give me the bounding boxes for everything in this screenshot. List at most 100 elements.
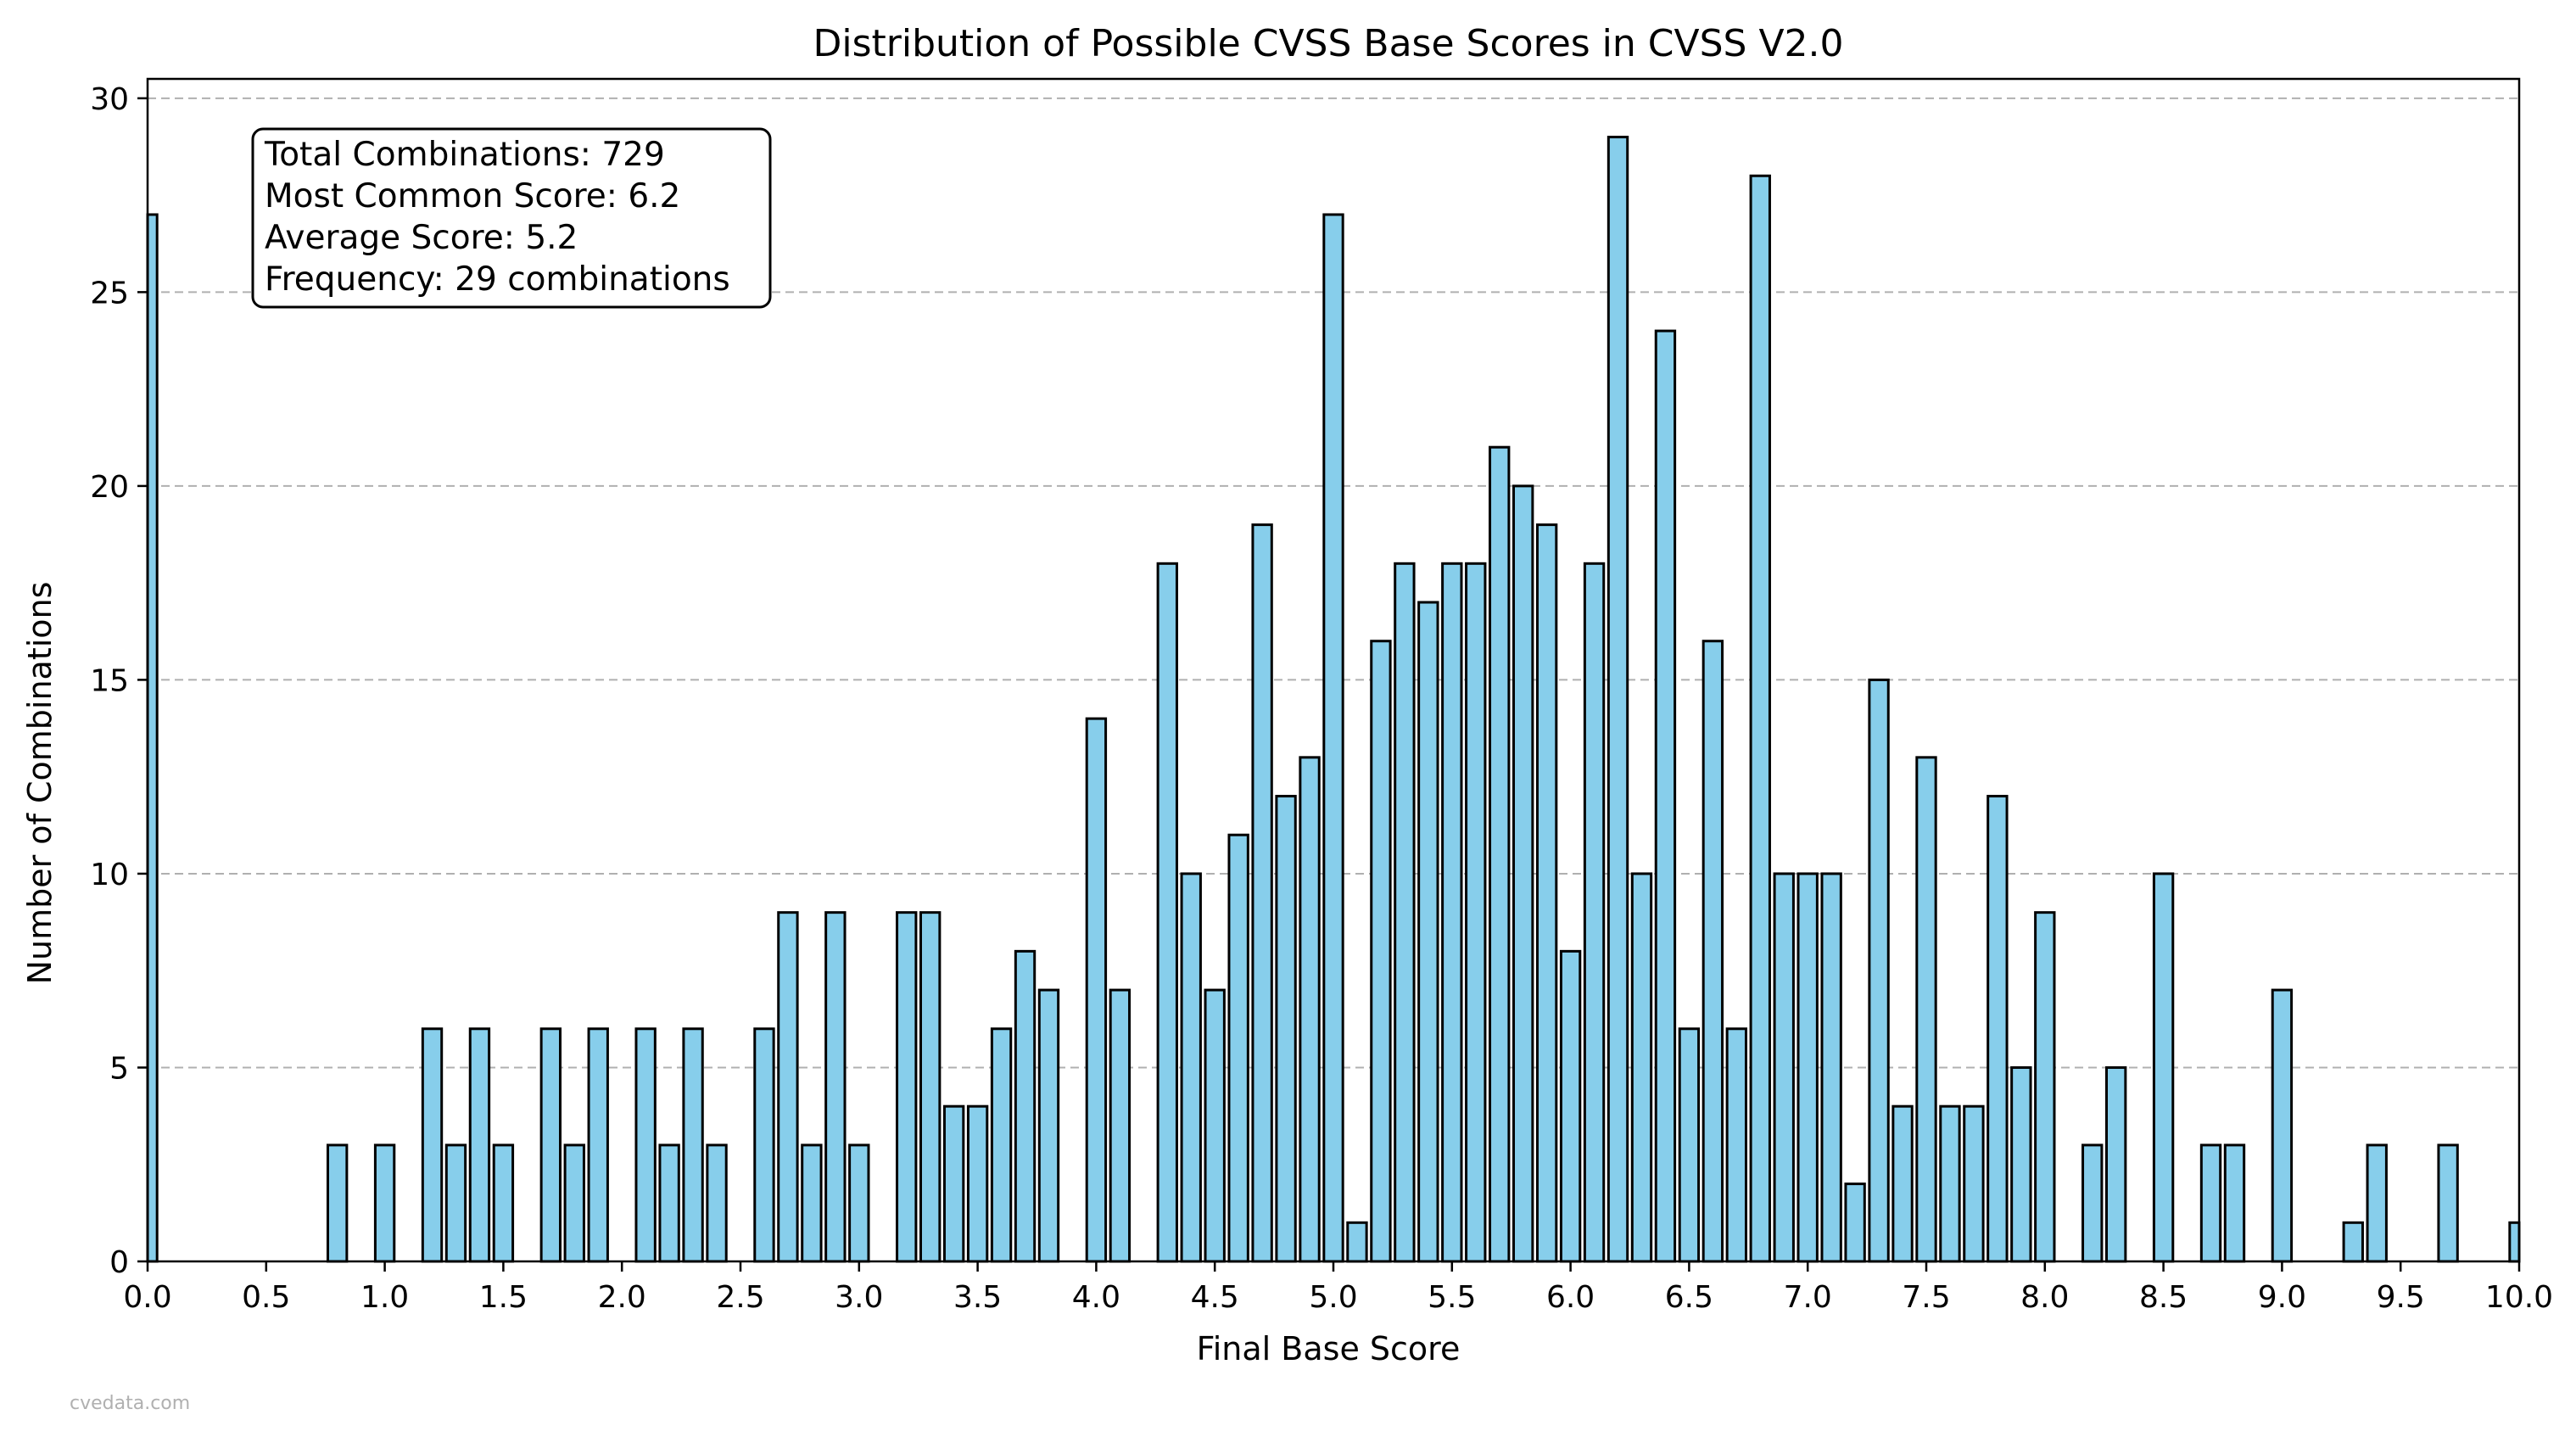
bar — [1749, 174, 1771, 1263]
x-tick-label: 4.0 — [1072, 1280, 1120, 1315]
x-tick-label: 8.0 — [2020, 1280, 2069, 1315]
stats-annotation-box: Total Combinations: 729 Most Common Scor… — [251, 127, 772, 309]
bar — [990, 1027, 1013, 1263]
x-tick-label: 4.5 — [1191, 1280, 1239, 1315]
bar — [896, 911, 918, 1263]
bar — [1559, 949, 1582, 1263]
x-tick-label: 3.5 — [953, 1280, 1002, 1315]
bar — [326, 1143, 349, 1263]
bar — [1441, 562, 1463, 1263]
bar — [1915, 756, 1937, 1263]
bar — [1654, 329, 1677, 1263]
x-tick-label: 6.0 — [1546, 1280, 1595, 1315]
y-tick-label: 5 — [109, 1051, 129, 1086]
bar — [587, 1027, 609, 1263]
watermark: cvedata.com — [70, 1393, 190, 1414]
bar — [966, 1104, 989, 1263]
x-axis-ticks: 0.0 0.5 1.0 1.5 2.0 2.5 3.0 3.5 4.0 4.5 5.0 5.5 6.0 6… — [123, 1261, 2553, 1315]
bar — [1512, 484, 1534, 1263]
bar — [1607, 136, 1629, 1263]
x-tick-label: 8.5 — [2139, 1280, 2188, 1315]
x-tick-label: 10.0 — [2485, 1280, 2553, 1315]
y-axis-ticks: 0 5 10 15 20 25 30 — [90, 82, 148, 1280]
bar — [1583, 562, 1606, 1263]
bar — [563, 1143, 585, 1263]
x-tick-label: 9.0 — [2258, 1280, 2306, 1315]
bar — [2081, 1143, 2104, 1263]
bar — [1678, 1027, 1701, 1263]
bar — [1275, 795, 1297, 1263]
bar — [1489, 445, 1511, 1263]
bar — [942, 1104, 965, 1263]
stat-frequency: Frequency: 29 combinations — [265, 260, 730, 299]
x-tick-label: 9.5 — [2377, 1280, 2425, 1315]
bar — [1180, 872, 1202, 1263]
bar — [1963, 1104, 1985, 1263]
bar — [1394, 562, 1416, 1263]
bar — [1773, 872, 1795, 1263]
chart-title: Distribution of Possible CVSS Base Score… — [813, 22, 1843, 65]
bar — [1820, 872, 1842, 1263]
bar — [1346, 1221, 1368, 1263]
bar — [444, 1143, 467, 1263]
stat-total-combinations: Total Combinations: 729 — [264, 136, 665, 174]
bar — [1251, 523, 1273, 1263]
stat-average-score: Average Score: 5.2 — [265, 219, 578, 257]
x-tick-label: 0.5 — [242, 1280, 290, 1315]
bar — [1037, 988, 1060, 1263]
stat-most-common-score: Most Common Score: 6.2 — [265, 177, 680, 215]
bar — [1465, 562, 1487, 1263]
x-tick-label: 7.0 — [1784, 1280, 1832, 1315]
bar — [2152, 872, 2175, 1263]
x-tick-label: 5.0 — [1309, 1280, 1357, 1315]
bar — [146, 213, 159, 1263]
y-axis-label: Number of Combinations — [21, 582, 59, 985]
bar — [1204, 988, 1226, 1263]
x-tick-label: 5.5 — [1428, 1280, 1476, 1315]
bar — [539, 1027, 562, 1263]
y-tick-label: 0 — [109, 1245, 129, 1280]
bar — [1844, 1183, 1866, 1263]
bar — [2199, 1143, 2222, 1263]
y-tick-label: 25 — [90, 276, 129, 310]
y-tick-label: 10 — [90, 858, 129, 892]
bar — [2271, 988, 2294, 1263]
stats-box-frame — [251, 127, 772, 309]
bar — [848, 1143, 870, 1263]
bar — [2104, 1065, 2127, 1263]
bar — [2437, 1143, 2459, 1263]
bar — [1227, 833, 1249, 1263]
bar — [2010, 1065, 2032, 1263]
bar — [2223, 1143, 2246, 1263]
bar — [1417, 601, 1439, 1263]
bar — [1796, 872, 1819, 1263]
bar — [1630, 872, 1653, 1263]
bar — [1370, 640, 1392, 1263]
bar — [2508, 1221, 2521, 1263]
bar — [801, 1143, 823, 1263]
bar — [682, 1027, 704, 1263]
x-tick-label: 6.5 — [1665, 1280, 1713, 1315]
bar — [2342, 1221, 2364, 1263]
x-tick-label: 1.0 — [360, 1280, 409, 1315]
bar — [468, 1027, 491, 1263]
x-axis-label: Final Base Score — [1197, 1330, 1461, 1367]
bar — [1986, 795, 2009, 1263]
bar — [1939, 1104, 1961, 1263]
bar — [421, 1027, 444, 1263]
bar — [1156, 562, 1178, 1263]
bar — [2366, 1143, 2388, 1263]
bar — [706, 1143, 728, 1263]
bar — [1891, 1104, 1914, 1263]
y-tick-label: 15 — [90, 663, 129, 698]
bar — [1725, 1027, 1748, 1263]
x-tick-label: 2.5 — [716, 1280, 764, 1315]
bar — [919, 911, 942, 1263]
y-tick-label: 20 — [90, 470, 129, 505]
bar — [373, 1143, 396, 1263]
x-tick-label: 7.5 — [1902, 1280, 1950, 1315]
bar — [1322, 213, 1344, 1263]
bar — [658, 1143, 680, 1263]
bar — [1702, 640, 1724, 1263]
